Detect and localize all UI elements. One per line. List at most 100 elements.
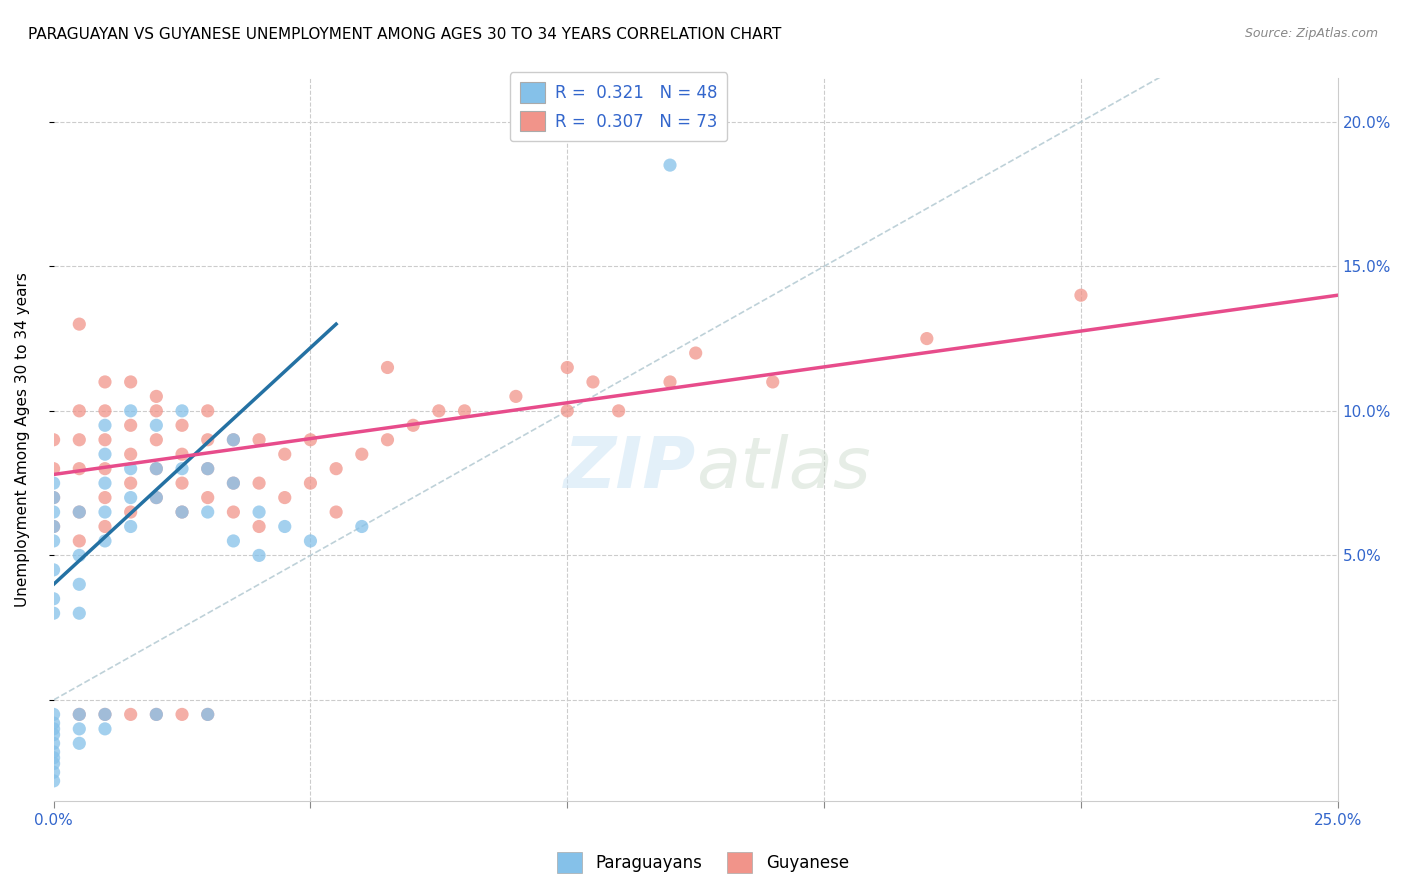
Point: [94, 375, 117, 389]
Point: [247, 519, 270, 533]
Point: [94, 433, 117, 447]
Point: [42, 533, 65, 548]
Point: [42, 707, 65, 722]
Point: [42, 433, 65, 447]
Point: [42, 461, 65, 475]
Point: [120, 476, 142, 491]
Point: [42, 722, 65, 736]
Text: Source: ZipAtlas.com: Source: ZipAtlas.com: [1244, 27, 1378, 40]
Point: [94, 418, 117, 433]
Point: [350, 519, 373, 533]
Point: [120, 505, 142, 519]
Point: [350, 447, 373, 461]
Point: [67, 404, 90, 418]
Point: [67, 317, 90, 331]
Point: [67, 577, 90, 591]
Point: [145, 461, 167, 475]
Point: [325, 461, 347, 475]
Point: [659, 375, 682, 389]
Point: [145, 418, 167, 433]
Point: [222, 533, 245, 548]
Point: [299, 533, 322, 548]
Point: [915, 332, 938, 346]
Point: [67, 433, 90, 447]
Point: [1070, 288, 1092, 302]
Point: [145, 433, 167, 447]
Point: [299, 476, 322, 491]
Point: [145, 707, 167, 722]
Point: [222, 476, 245, 491]
Point: [67, 722, 90, 736]
Point: [94, 707, 117, 722]
Point: [402, 418, 425, 433]
Point: [170, 476, 193, 491]
Point: [67, 461, 90, 475]
Point: [274, 447, 297, 461]
Point: [222, 433, 245, 447]
Point: [170, 505, 193, 519]
Point: [42, 756, 65, 771]
Point: [377, 433, 399, 447]
Point: [67, 707, 90, 722]
Point: [222, 476, 245, 491]
Point: [120, 375, 142, 389]
Point: [145, 707, 167, 722]
Point: [762, 375, 785, 389]
Point: [67, 606, 90, 620]
Point: [453, 404, 475, 418]
Point: [145, 389, 167, 403]
Point: [120, 404, 142, 418]
Point: [197, 707, 219, 722]
Point: [145, 491, 167, 505]
Point: [120, 447, 142, 461]
Point: [42, 716, 65, 731]
Point: [94, 404, 117, 418]
Point: [145, 491, 167, 505]
Point: [42, 773, 65, 788]
Point: [94, 447, 117, 461]
Point: [247, 433, 270, 447]
Point: [120, 461, 142, 475]
Point: [582, 375, 605, 389]
Point: [299, 433, 322, 447]
Point: [120, 519, 142, 533]
Point: [247, 549, 270, 563]
Point: [325, 505, 347, 519]
Point: [427, 404, 450, 418]
Point: [94, 533, 117, 548]
Point: [222, 433, 245, 447]
Point: [42, 765, 65, 780]
Point: [94, 491, 117, 505]
Y-axis label: Unemployment Among Ages 30 to 34 years: Unemployment Among Ages 30 to 34 years: [15, 272, 30, 607]
Legend: R =  0.321   N = 48, R =  0.307   N = 73: R = 0.321 N = 48, R = 0.307 N = 73: [510, 72, 727, 141]
Point: [377, 360, 399, 375]
Point: [274, 491, 297, 505]
Point: [42, 606, 65, 620]
Point: [555, 360, 578, 375]
Point: [505, 389, 527, 403]
Point: [197, 461, 219, 475]
Point: [170, 418, 193, 433]
Point: [197, 491, 219, 505]
Point: [120, 707, 142, 722]
Point: [42, 505, 65, 519]
Point: [42, 491, 65, 505]
Point: [222, 505, 245, 519]
Text: ZIP: ZIP: [564, 434, 696, 503]
Point: [94, 707, 117, 722]
Point: [607, 404, 630, 418]
Point: [42, 728, 65, 742]
Point: [94, 461, 117, 475]
Point: [67, 549, 90, 563]
Point: [42, 491, 65, 505]
Point: [170, 505, 193, 519]
Point: [197, 505, 219, 519]
Point: [94, 476, 117, 491]
Point: [94, 519, 117, 533]
Point: [67, 736, 90, 750]
Point: [170, 461, 193, 475]
Point: [42, 745, 65, 759]
Text: PARAGUAYAN VS GUYANESE UNEMPLOYMENT AMONG AGES 30 TO 34 YEARS CORRELATION CHART: PARAGUAYAN VS GUYANESE UNEMPLOYMENT AMON…: [28, 27, 782, 42]
Point: [42, 476, 65, 491]
Text: atlas: atlas: [696, 434, 870, 503]
